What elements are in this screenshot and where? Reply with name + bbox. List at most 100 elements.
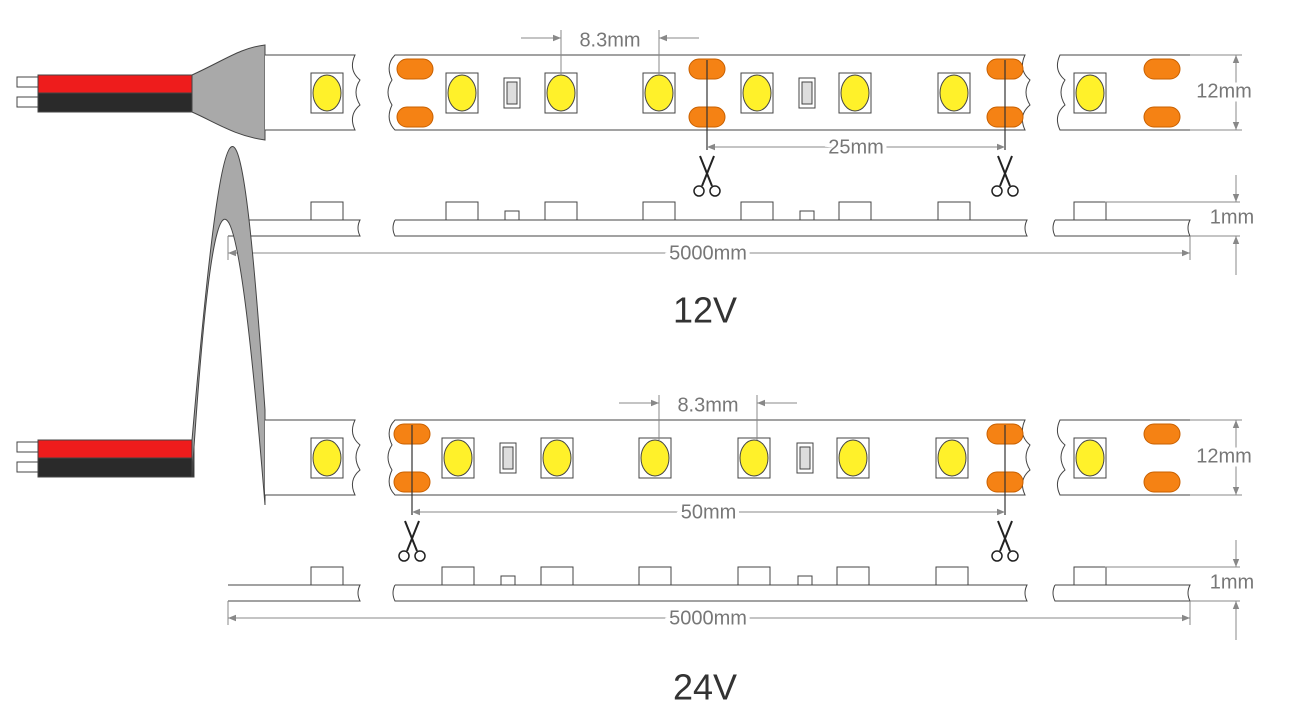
scissors [991,550,1003,562]
scissors [997,520,1011,552]
led-frame [638,437,672,479]
side-component [1073,566,1107,586]
side-component [310,566,344,586]
scissors [406,520,420,552]
scissors [693,185,705,197]
length-label: 5000mm [669,607,747,629]
side-view [392,584,1028,602]
side-component [740,201,774,221]
led [312,439,342,477]
side-component [540,566,574,586]
connector [191,44,266,141]
side-component [737,566,771,586]
cut-interval-label: 25mm [828,136,884,158]
side-component [838,201,872,221]
side-view [1052,584,1191,602]
scissors [999,155,1013,187]
black-wire [37,457,195,478]
side-component [836,566,870,586]
led [640,439,670,477]
led-frame [310,72,344,114]
side-component [1073,201,1107,221]
led-frame [540,437,574,479]
red-wire [37,439,195,459]
led-frame [441,437,475,479]
side-view [228,584,361,602]
black-wire [37,92,195,113]
led [742,74,772,112]
strip-segment [265,54,361,131]
red-wire [37,74,195,94]
wire-tip [16,461,39,473]
scissors [414,550,426,562]
scissors [701,155,715,187]
length-label: 5000mm [669,242,747,264]
led-frame [310,437,344,479]
side-component [441,566,475,586]
solder-pad [1143,423,1181,445]
side-component [504,210,520,221]
scissors [991,185,1003,197]
resistor [799,446,811,470]
led [840,74,870,112]
connector [191,146,266,506]
side-component [935,566,969,586]
wire-tip [16,96,39,108]
thickness-label: 1mm [1210,571,1254,593]
voltage-label: 12V [673,290,737,331]
led-pitch-label: 8.3mm [677,394,738,416]
led-frame [1073,437,1107,479]
scissors [1007,550,1019,562]
solder-pad [1143,471,1181,493]
side-component [310,201,344,221]
side-component [544,201,578,221]
led-frame [737,437,771,479]
scissors [709,185,721,197]
side-component [445,201,479,221]
wire-tip [16,76,39,88]
width-label: 12mm [1196,80,1252,102]
led [443,439,473,477]
solder-pad [396,106,434,128]
led [939,74,969,112]
strip-segment [387,419,1031,496]
led-frame [838,72,872,114]
solder-pad [1143,106,1181,128]
led-frame [1073,72,1107,114]
led [312,74,342,112]
thickness-label: 1mm [1210,206,1254,228]
scissors [699,155,713,187]
led-frame [935,437,969,479]
strip-segment [265,419,361,496]
side-view [392,219,1028,237]
led [838,439,868,477]
side-view [1052,219,1191,237]
resistor [506,81,518,105]
side-component [500,575,516,586]
led [1075,439,1105,477]
led [542,439,572,477]
side-view [228,219,361,237]
side-component [937,201,971,221]
scissors [1007,185,1019,197]
side-component [799,210,815,221]
led [937,439,967,477]
solder-pad [396,58,434,80]
wire-tip [16,441,39,453]
led [644,74,674,112]
resistor [502,446,514,470]
voltage-label: 24V [673,667,737,708]
scissors [404,520,418,552]
resistor [801,81,813,105]
led-frame [836,437,870,479]
side-component [797,575,813,586]
solder-pad [1143,58,1181,80]
led-frame [445,72,479,114]
scissors [999,520,1013,552]
led-frame [937,72,971,114]
scissors [997,155,1011,187]
led [1075,74,1105,112]
side-component [642,201,676,221]
side-component [638,566,672,586]
